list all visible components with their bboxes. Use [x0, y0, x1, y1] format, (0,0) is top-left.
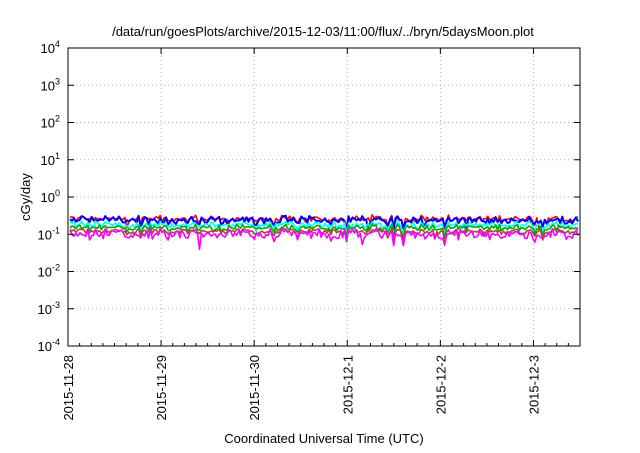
- x-tick-label: 2015-11-30: [247, 355, 262, 421]
- y-tick-label: 104: [41, 39, 60, 56]
- x-tick-label: 2015-12-2: [433, 355, 448, 414]
- x-tick-label: 2015-11-29: [154, 355, 169, 421]
- x-axis: 2015-11-28 2015-11-29 2015-11-30 2015-12-1 2…: [61, 48, 569, 421]
- series-line: [69, 223, 579, 240]
- y-tick-label: 10-3: [38, 300, 60, 317]
- y-tick-label: 102: [41, 114, 60, 131]
- x-tick-label: 2015-11-28: [61, 355, 76, 421]
- y-tick-label: 10-1: [38, 225, 60, 242]
- series-line: [69, 220, 579, 236]
- series-group: [69, 214, 579, 251]
- series-line: [69, 227, 579, 243]
- y-tick-label: 101: [41, 151, 60, 168]
- y-tick-label: 10-4: [38, 337, 60, 354]
- y-axis-label: cGy/day: [18, 173, 33, 221]
- x-tick-label: 2015-12-3: [526, 355, 541, 414]
- grid: [68, 48, 580, 346]
- y-tick-label: 103: [41, 76, 60, 93]
- x-axis-label: Coordinated Universal Time (UTC): [224, 431, 423, 446]
- series-line: [69, 214, 579, 234]
- chart-title: /data/run/goesPlots/archive/2015-12-03/1…: [112, 24, 534, 39]
- y-tick-label: 10-2: [38, 263, 60, 280]
- y-tick-label: 100: [41, 188, 60, 205]
- series-line: [69, 227, 579, 251]
- x-tick-label: 2015-12-1: [340, 355, 355, 414]
